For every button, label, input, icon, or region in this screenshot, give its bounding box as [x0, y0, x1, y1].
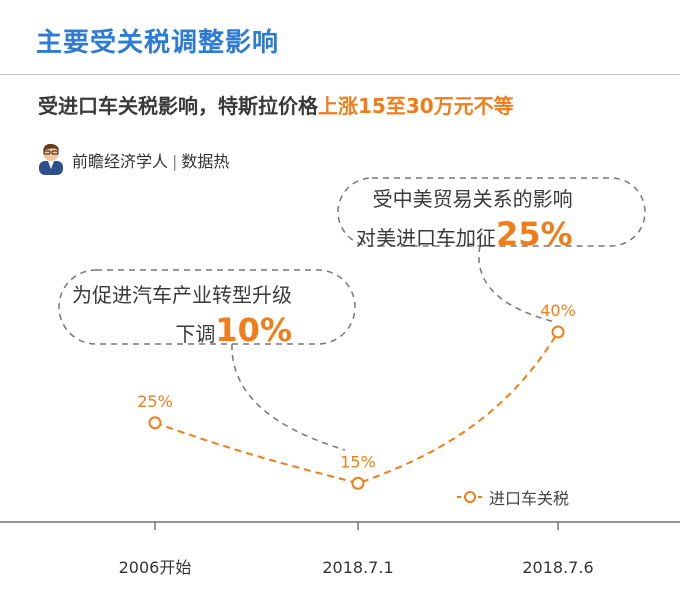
data-point-1 — [351, 476, 365, 490]
x-tick-label-2: 2018.7.6 — [522, 558, 593, 577]
callout-prefix: 下调 — [175, 322, 216, 346]
data-label-1: 15% — [340, 452, 376, 471]
callout-bubble-left — [58, 269, 356, 345]
series-line-import-tariff — [154, 331, 559, 485]
subtitle: 受进口车关税影响，特斯拉价格上涨15至30万元不等 — [38, 90, 514, 119]
data-point-0 — [148, 416, 162, 430]
data-source: 数据热 — [181, 152, 230, 171]
data-label-0: 25% — [137, 392, 173, 411]
callout-line1: 受中美贸易关系的影响 — [372, 187, 573, 211]
callout-pointer-left — [231, 343, 346, 451]
callout-value: 10% — [215, 311, 292, 349]
x-tick-label-0: 2006开始 — [119, 558, 192, 577]
data-point-2 — [551, 325, 565, 339]
subtitle-prefix: 受进口车关税影响，特斯拉价格 — [38, 94, 318, 118]
callout-trade-tariff: 受中美贸易关系的影响 对美进口车加征25% — [356, 186, 573, 256]
callout-prefix: 对美进口车加征 — [356, 226, 496, 250]
author-credit: 前瞻经济学人 | 数据热 — [72, 148, 229, 172]
callout-line1: 为促进汽车产业转型升级 — [72, 283, 292, 307]
callout-line2: 下调10% — [72, 309, 292, 352]
x-tick-label-1: 2018.7.1 — [322, 558, 393, 577]
callout-value: 25% — [496, 215, 573, 253]
page-title: 主要受关税调整影响 — [36, 28, 280, 58]
chart-legend: 进口车关税 — [457, 485, 569, 509]
callout-pointer-top — [478, 245, 556, 323]
callout-tariff-cut: 为促进汽车产业转型升级 下调10% — [72, 282, 292, 352]
title-divider — [0, 74, 680, 75]
callout-bubble-top — [337, 177, 646, 247]
subtitle-highlight: 上涨15至30万元不等 — [318, 94, 514, 118]
data-label-2: 40% — [540, 301, 576, 320]
author-avatar-icon — [39, 143, 63, 175]
legend-label: 进口车关税 — [489, 489, 570, 508]
legend-marker-icon — [457, 491, 483, 503]
callout-line2: 对美进口车加征25% — [356, 213, 573, 256]
credit-separator: | — [172, 152, 178, 171]
author-name: 前瞻经济学人 — [72, 152, 169, 171]
